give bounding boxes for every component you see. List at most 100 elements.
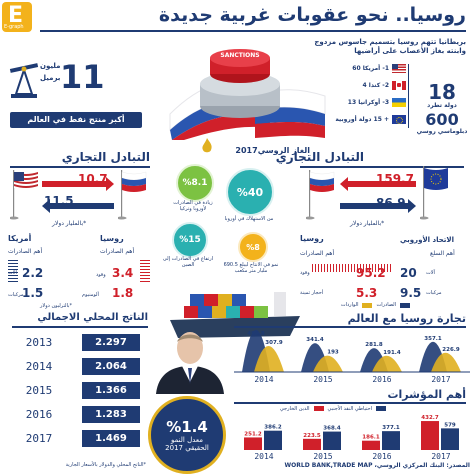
year-tick-label: 2016 (372, 452, 391, 460)
list-item: + 15 دولة أوروبية (296, 111, 406, 128)
import-data-label: 191.4 (383, 350, 401, 356)
us-export-1-value: 2.2 (22, 266, 44, 280)
hatch-bar (140, 258, 150, 282)
country-label-russia: روسيا (300, 234, 324, 243)
trade-us-unit: *بالمليار دولار (52, 220, 87, 227)
reserves-data-label: 579 (444, 422, 456, 428)
gas-circle-value: %40 (236, 185, 264, 199)
trade-eu-unit: *بالمليار دولار (350, 220, 385, 227)
flag-ukraine-icon (392, 98, 406, 107)
oil-production-value: 11 (60, 58, 105, 96)
gas-circle-production: %8 (238, 232, 268, 262)
eu-goods-label: أهم السلع (430, 250, 455, 257)
import-data-label: 193 (327, 350, 339, 356)
gdp-year: 2013 (25, 336, 53, 349)
export-data-label: 496.8 (247, 331, 265, 337)
list-item-label: 1- أمريكا 60 (352, 65, 389, 72)
world-trade-title-underline (234, 326, 466, 328)
arrow-eu-to-ru (340, 198, 416, 213)
gdp-value-column: 2.297 2.064 1.366 1.283 1.469 (82, 334, 140, 454)
arrow-ru-to-eu (340, 176, 416, 191)
import-data-label: 307.9 (265, 340, 283, 346)
indicators-title: أهم المؤشرات (387, 388, 466, 401)
country-label-usa: أمريكا (8, 234, 32, 243)
flag-eu-icon (392, 115, 406, 124)
gas-circle-consumption: %40 (226, 168, 274, 216)
flag-russia-icon (116, 170, 148, 220)
oil-unit-barrel: برميل (40, 74, 61, 82)
expelled-diplomats-label: دبلوماسي روسي (416, 128, 468, 135)
gdp-subtitle: *بالترليون دولار (40, 303, 72, 309)
ru-export-1-label: وقود (96, 272, 106, 278)
gas-circle-china-label: ارتفاع في الصادرات إلى الصين (162, 256, 214, 268)
import-data-label: 226.9 (442, 347, 460, 353)
arrow-ru-to-us (42, 198, 114, 213)
ru-eu-export-2-label: أحجار ثمينة (300, 290, 324, 296)
debt-bar (421, 421, 439, 450)
gdp-title-underline (12, 326, 148, 328)
gdp-value: 2.297 (82, 334, 140, 351)
ru-eu-export-1-value: 95.2 (356, 266, 386, 280)
year-tick-label: 2017 (431, 452, 450, 460)
indicators-title-underline (234, 402, 466, 404)
gdp-year: 2015 (25, 384, 53, 397)
reserves-bar (441, 428, 459, 450)
debt-bar (362, 440, 380, 450)
title-underline (40, 30, 466, 32)
import-mark (372, 355, 402, 372)
flag-canada-icon (392, 81, 406, 90)
debt-data-label: 223.5 (303, 433, 321, 439)
flag-eu-icon (418, 166, 450, 220)
legend-swatch-exports (400, 302, 410, 308)
eu-export-1-value: 20 (400, 266, 417, 280)
year-tick-label: 2017 (431, 375, 450, 384)
growth-rate-label-1: معدل النمو (171, 436, 203, 444)
expelling-states-label: دولة تطرد (427, 102, 457, 109)
gas-circle-production-label: نمو في الانتاج ليبلغ 690.5 مليار متر مكع… (223, 262, 279, 274)
gas-flame-icon (200, 138, 214, 154)
debt-bar (244, 437, 262, 450)
gdp-value: 2.064 (82, 358, 140, 375)
list-item: 3- أوكرانيا 13 (296, 94, 406, 111)
headline-spy: بريطانيا تتهم روسيا بتسميم جاسوس مزدوج و… (314, 38, 466, 55)
debt-data-label: 186.1 (362, 435, 380, 441)
legend-swatch-debt (313, 406, 324, 411)
us-export-2-value: 1.5 (22, 286, 44, 300)
eu-export-1-label: آلات (426, 270, 435, 276)
export-data-label: 281.8 (365, 342, 383, 348)
trade-us-import-value: 11.5 (44, 194, 74, 208)
debt-data-label: 432.7 (421, 415, 439, 421)
gdp-value: 1.283 (82, 406, 140, 423)
year-tick-label: 2014 (254, 375, 273, 384)
president-portrait (150, 326, 230, 394)
gas-circle-value: %8 (246, 242, 260, 252)
world-trade-title: تجارة روسيا مع العالم (347, 312, 466, 325)
trade-eu-title-underline (300, 166, 464, 168)
hatch-bar (312, 264, 392, 272)
trade-us-title-underline (10, 166, 150, 168)
gas-circle-value: %8.1 (182, 178, 208, 188)
logo-caption: E-graph (4, 24, 24, 30)
gdp-year: 2016 (25, 408, 53, 421)
sanctions-illustration: SANCTIONS (160, 44, 330, 140)
indicators-legend: احتياطي النقد الأجنبي الدين الخارجي (236, 404, 386, 413)
trade-us-export-value: 10.7 (78, 172, 108, 186)
eu-export-2-label: مركبات (426, 290, 442, 296)
reserves-bar (323, 431, 341, 450)
legend-label-imports: الواردات (340, 302, 359, 308)
expelling-states-count: 18 (428, 80, 456, 104)
import-mark (431, 352, 461, 372)
ru-export-1-value: 3.4 (112, 266, 134, 280)
oil-pump-icon (8, 60, 40, 100)
year-tick-label: 2015 (313, 452, 332, 460)
growth-rate-label-2: الحقيقي 2017 (165, 444, 209, 452)
gdp-value: 1.366 (82, 382, 140, 399)
gdp-footnote: *الناتج المحلي والدولار بالأسعار الجارية (65, 462, 146, 468)
flag-russia-icon (304, 170, 336, 220)
oil-unit-million: مليون (40, 62, 61, 70)
us-exports-label: أهم الصادرات (8, 248, 43, 255)
country-label-russia: روسيا (100, 234, 124, 243)
list-item-label: + 15 دولة أوروبية (335, 116, 389, 123)
